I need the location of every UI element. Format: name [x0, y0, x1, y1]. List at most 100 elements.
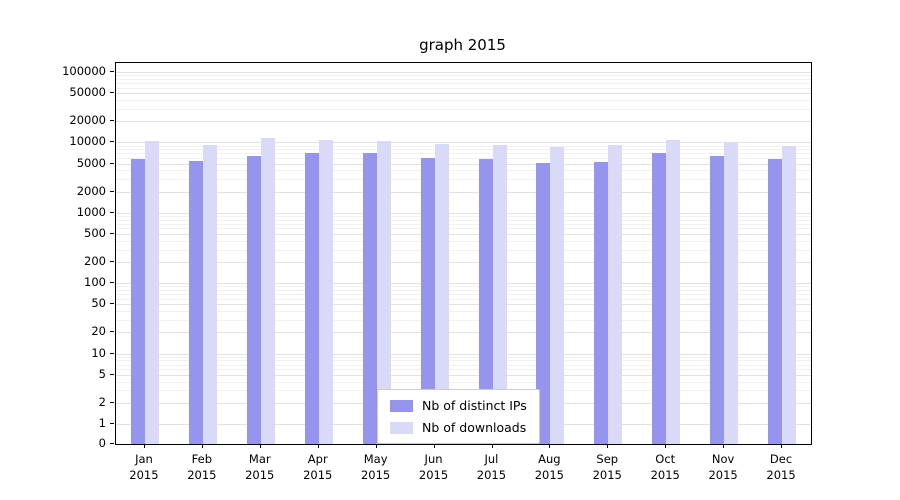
minor-gridline	[116, 360, 811, 362]
legend-label: Nb of downloads	[422, 420, 527, 435]
bar-nb-of-distinct-ips	[652, 153, 667, 444]
plot-area	[115, 62, 812, 445]
bar-nb-of-downloads	[666, 139, 681, 444]
minor-gridline	[116, 294, 811, 296]
legend-label: Nb of distinct IPs	[422, 398, 527, 413]
y-tick-label: 1000	[76, 204, 106, 219]
major-gridline	[116, 212, 811, 214]
minor-gridline	[116, 75, 811, 77]
major-gridline	[116, 93, 811, 95]
minor-gridline	[116, 153, 811, 155]
minor-gridline	[116, 311, 811, 313]
x-tick-mark	[781, 444, 782, 448]
bar-nb-of-downloads	[318, 140, 333, 444]
minor-gridline	[116, 320, 811, 321]
y-tick-mark	[110, 71, 114, 72]
minor-gridline	[116, 356, 811, 358]
y-tick-label: 0	[98, 436, 106, 450]
x-tick-label: Feb 2015	[173, 451, 231, 483]
x-tick-mark	[491, 444, 493, 448]
x-tick-mark	[607, 444, 609, 448]
x-tick-mark	[375, 444, 377, 448]
minor-gridline	[116, 290, 811, 291]
y-tick-mark	[110, 303, 114, 305]
minor-gridline	[116, 179, 811, 181]
bar-nb-of-downloads	[260, 138, 275, 444]
bar-nb-of-downloads	[202, 144, 217, 444]
bar-nb-of-distinct-ips	[768, 158, 782, 444]
x-tick-label-line: 2015	[245, 468, 275, 483]
minor-gridline	[116, 216, 811, 217]
y-tick-mark	[110, 352, 114, 354]
x-tick-label-line: Jul	[484, 452, 499, 466]
legend-item: Nb of downloads	[390, 420, 527, 435]
y-tick-mark	[110, 401, 114, 403]
x-tick-label-line: Oct	[655, 452, 676, 466]
y-tick-mark	[110, 211, 114, 213]
y-tick-label: 500	[84, 226, 106, 240]
y-tick-label: 2	[98, 394, 106, 409]
x-tick-label: Sep 2015	[578, 451, 636, 483]
bar-nb-of-downloads	[492, 144, 507, 444]
major-gridline	[116, 304, 811, 306]
x-tick-mark	[433, 444, 435, 448]
x-tick-label-line: Apr	[307, 452, 328, 466]
minor-gridline	[116, 228, 811, 230]
x-tick-label: Aug 2015	[520, 451, 578, 483]
major-gridline	[116, 72, 811, 73]
x-tick-mark	[144, 444, 145, 448]
minor-gridline	[116, 78, 811, 80]
bar-nb-of-downloads	[434, 144, 449, 444]
x-tick-label-line: 2015	[534, 468, 564, 483]
minor-gridline	[116, 149, 811, 151]
y-tick-label: 50	[91, 296, 106, 311]
y-tick-mark	[110, 331, 114, 333]
y-tick-label: 5000	[76, 155, 106, 170]
y-tick-mark	[110, 373, 114, 375]
minor-gridline	[116, 82, 811, 84]
bar-nb-of-downloads	[782, 146, 796, 444]
bar-nb-of-distinct-ips	[594, 161, 609, 444]
minor-gridline	[116, 87, 811, 89]
major-gridline	[116, 163, 811, 165]
y-tick-mark	[110, 190, 114, 192]
x-tick-label: Mar 2015	[231, 451, 289, 483]
legend: Nb of distinct IPs Nb of downloads	[377, 389, 540, 444]
y-tick-mark	[110, 443, 114, 444]
x-tick-label-line: Mar	[248, 452, 271, 466]
y-tick-label: 200	[84, 254, 106, 268]
bar-nb-of-distinct-ips	[536, 163, 551, 444]
major-gridline	[116, 121, 811, 123]
bar-nb-of-distinct-ips	[420, 157, 435, 444]
y-tick-label: 100	[84, 275, 106, 290]
major-gridline	[116, 234, 811, 235]
y-tick-label: 100000	[62, 64, 106, 78]
x-tick-mark	[549, 444, 551, 448]
y-tick-label: 1	[98, 416, 106, 430]
x-tick-label-line: 2015	[187, 468, 217, 483]
x-tick-label-line: Aug	[538, 452, 561, 466]
x-tick-label: Jun 2015	[405, 451, 463, 483]
major-gridline	[116, 283, 811, 285]
minor-gridline	[116, 145, 811, 147]
y-tick-mark	[110, 141, 114, 143]
y-tick-label: 10	[91, 345, 106, 360]
x-tick-label-line: May	[363, 452, 388, 466]
bar-nb-of-distinct-ips	[362, 153, 377, 444]
minor-gridline	[116, 240, 811, 242]
y-tick-label: 20000	[69, 113, 106, 128]
x-tick-label-line: Nov	[711, 452, 735, 466]
bar-nb-of-distinct-ips	[246, 155, 261, 444]
bar-nb-of-downloads	[145, 140, 159, 444]
minor-gridline	[116, 381, 811, 383]
x-tick-label: Apr 2015	[289, 451, 347, 483]
major-gridline	[116, 374, 811, 376]
legend-swatch	[390, 399, 413, 412]
x-tick-label: Dec 2015	[752, 451, 810, 483]
major-gridline	[116, 191, 811, 193]
major-gridline	[116, 332, 811, 334]
minor-gridline	[116, 108, 811, 110]
minor-gridline	[116, 369, 811, 371]
x-tick-label: May 2015	[347, 451, 405, 483]
